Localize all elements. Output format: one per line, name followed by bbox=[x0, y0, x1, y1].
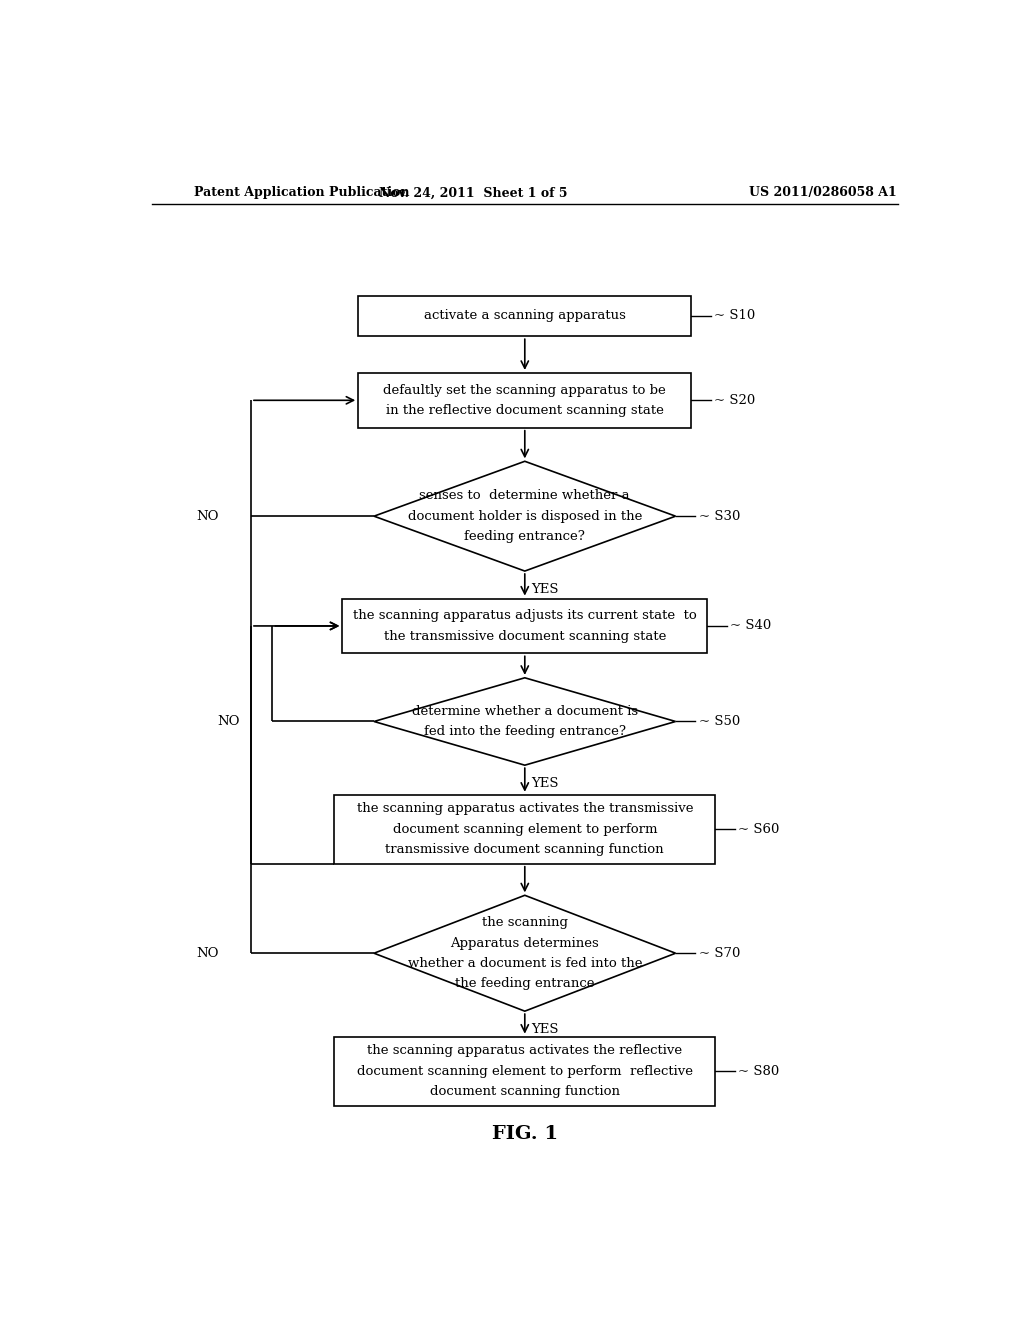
Text: ~ S40: ~ S40 bbox=[730, 619, 772, 632]
FancyBboxPatch shape bbox=[358, 296, 691, 337]
Text: US 2011/0286058 A1: US 2011/0286058 A1 bbox=[749, 186, 896, 199]
Text: transmissive document scanning function: transmissive document scanning function bbox=[385, 843, 665, 857]
Text: FIG. 1: FIG. 1 bbox=[492, 1125, 558, 1143]
Text: activate a scanning apparatus: activate a scanning apparatus bbox=[424, 309, 626, 322]
Text: the scanning apparatus activates the reflective: the scanning apparatus activates the ref… bbox=[368, 1044, 682, 1057]
Text: the scanning apparatus activates the transmissive: the scanning apparatus activates the tra… bbox=[356, 803, 693, 816]
Text: Nov. 24, 2011  Sheet 1 of 5: Nov. 24, 2011 Sheet 1 of 5 bbox=[379, 186, 567, 199]
Text: document scanning function: document scanning function bbox=[430, 1085, 620, 1098]
Text: document holder is disposed in the: document holder is disposed in the bbox=[408, 510, 642, 523]
Text: YES: YES bbox=[530, 777, 558, 789]
Text: document scanning element to perform  reflective: document scanning element to perform ref… bbox=[356, 1065, 693, 1077]
Text: YES: YES bbox=[530, 1023, 558, 1036]
Text: ~ S60: ~ S60 bbox=[738, 822, 779, 836]
Text: ~ S20: ~ S20 bbox=[715, 393, 756, 407]
FancyBboxPatch shape bbox=[334, 795, 715, 863]
Text: the transmissive document scanning state: the transmissive document scanning state bbox=[384, 630, 666, 643]
Text: Patent Application Publication: Patent Application Publication bbox=[194, 186, 410, 199]
Text: NO: NO bbox=[197, 946, 218, 960]
Text: YES: YES bbox=[530, 583, 558, 595]
Text: ~ S70: ~ S70 bbox=[698, 946, 740, 960]
Text: NO: NO bbox=[217, 715, 240, 729]
Text: feeding entrance?: feeding entrance? bbox=[464, 531, 586, 543]
Text: ~ S50: ~ S50 bbox=[698, 715, 740, 729]
Polygon shape bbox=[374, 895, 676, 1011]
Text: senses to  determine whether a: senses to determine whether a bbox=[420, 490, 630, 503]
Text: fed into the feeding entrance?: fed into the feeding entrance? bbox=[424, 725, 626, 738]
Text: defaultly set the scanning apparatus to be: defaultly set the scanning apparatus to … bbox=[383, 384, 667, 396]
Text: document scanning element to perform: document scanning element to perform bbox=[392, 822, 657, 836]
Text: whether a document is fed into the: whether a document is fed into the bbox=[408, 957, 642, 970]
Text: the feeding entrance: the feeding entrance bbox=[455, 977, 595, 990]
Text: NO: NO bbox=[197, 510, 218, 523]
Text: Apparatus determines: Apparatus determines bbox=[451, 937, 599, 949]
Text: the scanning: the scanning bbox=[482, 916, 567, 929]
Text: determine whether a document is: determine whether a document is bbox=[412, 705, 638, 718]
Text: in the reflective document scanning state: in the reflective document scanning stat… bbox=[386, 404, 664, 417]
Text: ~ S30: ~ S30 bbox=[698, 510, 740, 523]
Polygon shape bbox=[374, 677, 676, 766]
Polygon shape bbox=[374, 461, 676, 572]
FancyBboxPatch shape bbox=[342, 598, 708, 653]
Text: the scanning apparatus adjusts its current state  to: the scanning apparatus adjusts its curre… bbox=[353, 610, 696, 622]
FancyBboxPatch shape bbox=[358, 372, 691, 428]
FancyBboxPatch shape bbox=[334, 1036, 715, 1106]
Text: ~ S10: ~ S10 bbox=[715, 309, 756, 322]
Text: ~ S80: ~ S80 bbox=[738, 1065, 779, 1077]
